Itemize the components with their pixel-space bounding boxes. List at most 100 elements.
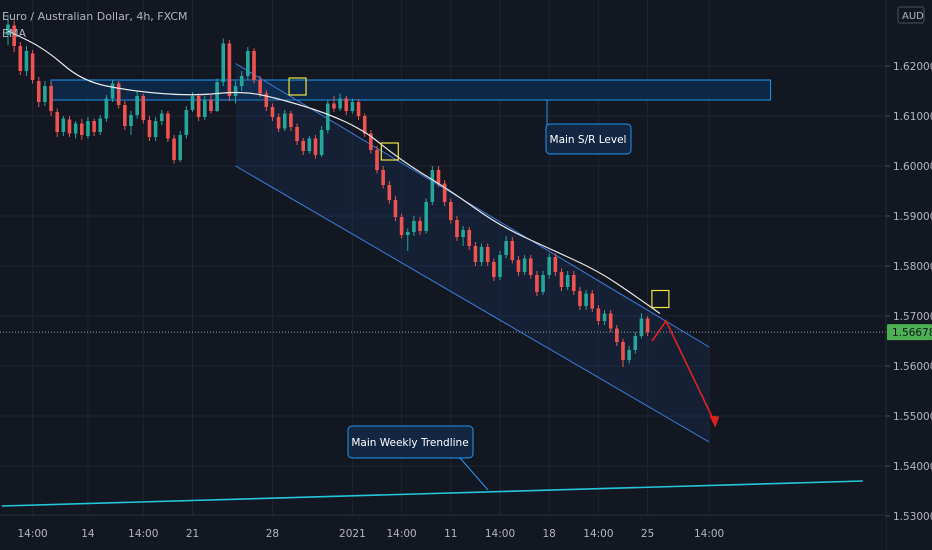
- candle-body: [61, 118, 66, 132]
- candle-body: [615, 328, 619, 342]
- candle-body: [227, 43, 232, 96]
- candle-body: [485, 247, 490, 262]
- candle-body: [332, 103, 336, 109]
- candle-body: [153, 121, 158, 137]
- price-tick-label: 1.59000: [893, 211, 932, 223]
- time-tick-label: 11: [444, 528, 457, 540]
- candle-body: [49, 86, 53, 111]
- candle-body: [98, 118, 103, 132]
- candle-body: [67, 119, 72, 134]
- currency-badge-label: AUD: [902, 11, 924, 22]
- candle-body: [596, 308, 601, 321]
- candle-body: [430, 170, 435, 202]
- candle-body: [504, 241, 508, 255]
- candle-body: [282, 113, 287, 129]
- price-axis-panel[interactable]: [886, 0, 932, 550]
- candle-body: [535, 275, 539, 292]
- candle-body: [399, 217, 404, 235]
- candle-body: [621, 342, 625, 360]
- candle-body: [418, 221, 422, 231]
- time-tick-label: 14:00: [583, 528, 613, 540]
- candle-body: [522, 258, 527, 272]
- candle-body: [80, 123, 84, 135]
- candle-body: [184, 110, 189, 135]
- candle-body: [178, 135, 182, 160]
- candle-body: [116, 83, 121, 105]
- price-tick-label: 1.58000: [893, 261, 932, 273]
- candle-body: [252, 51, 256, 80]
- last-price-tag: [887, 324, 932, 341]
- candle-body: [221, 43, 226, 82]
- candle-body: [233, 86, 238, 96]
- candle-body: [104, 98, 109, 119]
- forecast-arrow[interactable]: [651, 319, 720, 428]
- candle-body: [147, 120, 152, 137]
- candle-body: [166, 113, 170, 139]
- candle-body: [590, 293, 595, 309]
- candle-body: [547, 257, 551, 275]
- time-tick-label: 14:00: [386, 528, 416, 540]
- sr-callout-box[interactable]: [545, 123, 632, 155]
- time-tick-label: 18: [543, 528, 556, 540]
- currency-badge[interactable]: [897, 6, 925, 24]
- weekly-trendline[interactable]: [1, 480, 863, 507]
- weekly-trendline-line[interactable]: [1, 480, 863, 507]
- candle-body: [584, 293, 588, 306]
- candle-body: [559, 272, 564, 287]
- highlight-box[interactable]: [288, 77, 307, 96]
- candle-body: [455, 220, 459, 237]
- candle-body: [528, 258, 533, 275]
- channel-upper-line[interactable]: [235, 63, 710, 348]
- channel-lower-line[interactable]: [235, 165, 710, 443]
- candle-body: [405, 232, 410, 235]
- candle-body: [362, 116, 367, 134]
- candle-body: [86, 121, 90, 136]
- candle-body: [424, 202, 428, 231]
- time-axis-panel[interactable]: [0, 515, 886, 550]
- sr-callout-label: Main S/R Level: [550, 134, 627, 146]
- ema-path: [7, 30, 661, 314]
- candle-body: [258, 80, 262, 94]
- candle-body: [645, 318, 650, 332]
- candle-body: [461, 230, 465, 237]
- descending-channel[interactable]: [235, 63, 710, 443]
- price-tick-label: 1.55000: [893, 411, 932, 423]
- candle-body: [473, 246, 478, 262]
- forecast-arrow-head: [709, 415, 720, 428]
- sr-zone[interactable]: [50, 79, 772, 101]
- highlight-box[interactable]: [651, 289, 670, 309]
- candle-body: [350, 102, 355, 111]
- candle-body: [326, 103, 330, 130]
- candle-body: [467, 230, 472, 246]
- channel-fill: [235, 63, 710, 442]
- candle-body: [572, 275, 576, 291]
- candle-body: [541, 275, 545, 292]
- candle-body: [356, 102, 361, 116]
- highlight-markers[interactable]: [288, 77, 670, 309]
- candle-body: [553, 257, 558, 272]
- candle-body: [239, 76, 244, 86]
- forecast-arrow-line[interactable]: [651, 319, 716, 424]
- candle-body: [270, 107, 275, 117]
- candle-body: [196, 96, 201, 117]
- trendline-callout-box[interactable]: [347, 425, 474, 459]
- price-tick-label: 1.62000: [893, 61, 932, 73]
- ema-indicator-label[interactable]: EMA: [2, 27, 26, 40]
- sr-zone-rect[interactable]: [50, 79, 772, 101]
- price-axis-ticks: 1.62000 1.61000 1.60000 1.59000 1.58000 1.570…: [886, 61, 932, 523]
- highlight-box[interactable]: [380, 142, 399, 161]
- candle-body: [203, 100, 207, 117]
- candle-body: [172, 138, 176, 160]
- candle-body: [412, 221, 416, 232]
- candle-body: [393, 200, 398, 217]
- candle-body: [55, 112, 59, 132]
- callouts[interactable]: Main S/R Level Main Weekly Trendline: [347, 100, 632, 491]
- time-tick-label: 25: [641, 528, 654, 540]
- candle-body: [36, 81, 41, 102]
- time-tick-label: 14:00: [128, 528, 158, 540]
- time-tick-label: 28: [266, 528, 279, 540]
- candle-body: [209, 100, 213, 111]
- symbol-title[interactable]: Euro / Australian Dollar, 4h, FXCM: [2, 10, 188, 23]
- trendline-callout-label: Main Weekly Trendline: [351, 437, 468, 449]
